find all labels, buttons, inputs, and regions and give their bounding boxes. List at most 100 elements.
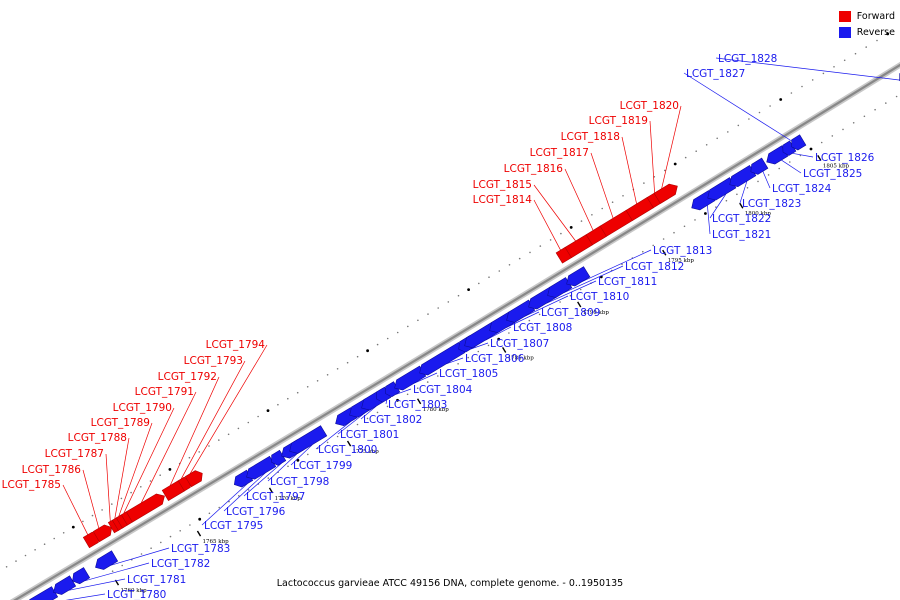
ring-dot: [376, 343, 379, 346]
ring-dot: [467, 356, 470, 359]
ring-dot: [227, 433, 230, 436]
leader-line: [243, 462, 283, 497]
genome-backbone: [9, 61, 900, 600]
ring-dot: [642, 250, 644, 253]
ring-dot: [366, 417, 369, 420]
ring-dot: [876, 39, 878, 42]
ring-dot: [560, 232, 562, 235]
gene-label-LCGT_1820: LCGT_1820: [620, 100, 679, 112]
gene-label-LCGT_1816: LCGT_1816: [504, 163, 564, 175]
kbp-tick: [817, 155, 822, 161]
leader-line: [781, 159, 802, 174]
gene-label-LCGT_1789: LCGT_1789: [91, 417, 150, 429]
LCGT_1803-gene: [376, 386, 392, 403]
leader-line: [506, 311, 540, 328]
LCGT_1827-gene: [791, 134, 807, 151]
ring-dot: [477, 350, 480, 353]
LCGT_1825-gene: [766, 145, 789, 165]
kbp-tick-label: 1785 kbp: [508, 356, 535, 362]
leader-line: [68, 578, 126, 591]
LCGT_1791-gene: [125, 493, 165, 523]
leader-line: [533, 184, 576, 242]
gene-label-LCGT_1828: LCGT_1828: [718, 53, 777, 65]
ring-dot: [356, 423, 359, 426]
leader-line: [385, 399, 388, 405]
ring-dot: [447, 301, 450, 303]
gene-label-LCGT_1827: LCGT_1827: [686, 68, 745, 80]
kbp-tick: [739, 202, 744, 209]
kbp-tick-label: 1765 kbp: [203, 539, 230, 545]
leader-line: [337, 412, 366, 435]
gene-label-LCGT_1781: LCGT_1781: [127, 574, 186, 586]
leader-line: [290, 444, 313, 466]
ring-dot: [801, 85, 803, 88]
ring-dot: [673, 162, 677, 166]
leader-line: [395, 388, 412, 395]
gene-label-LCGT_1819: LCGT_1819: [589, 115, 648, 127]
ring-dot: [662, 238, 665, 240]
ring-dot: [169, 535, 172, 538]
legend-item-reverse: Reverse: [838, 24, 895, 40]
leader-line: [762, 171, 771, 189]
ring-dot: [487, 344, 490, 347]
leader-line: [118, 422, 153, 517]
ring-dot: [467, 288, 470, 291]
ring-dot: [159, 474, 161, 477]
ring-dot: [779, 98, 783, 101]
leader-line: [715, 57, 900, 81]
ring-dot: [831, 135, 834, 137]
ring-dot: [549, 239, 552, 241]
ring-dot: [895, 95, 898, 98]
leader-line: [792, 152, 814, 158]
kbp-tick-label: 1795 kbp: [668, 258, 695, 264]
ring-dot: [34, 549, 36, 551]
ring-dot: [71, 525, 75, 529]
ring-dot: [247, 421, 250, 424]
gene-label-LCGT_1794: LCGT_1794: [206, 339, 266, 351]
ring-dot: [266, 409, 270, 412]
leader-line: [180, 360, 246, 480]
leader-line: [707, 205, 711, 235]
gene-label-LCGT_1791: LCGT_1791: [135, 386, 194, 398]
leader-line: [649, 120, 655, 194]
ring-dot: [130, 491, 132, 494]
ring-dot: [208, 512, 211, 515]
gene-label-LCGT_1804: LCGT_1804: [413, 384, 473, 396]
gene-label-LCGT_1797: LCGT_1797: [246, 491, 305, 503]
gene-label-LCGT_1802: LCGT_1802: [363, 414, 422, 426]
LCGT_1822-gene: [707, 177, 737, 201]
ring-dot: [769, 105, 771, 107]
gene-label-LCGT_1800: LCGT_1800: [318, 444, 377, 456]
ring-dot: [727, 131, 729, 133]
ring-dot: [508, 332, 510, 334]
ring-dot: [488, 276, 490, 279]
ring-dot: [549, 307, 551, 310]
ring-dot: [820, 141, 823, 144]
legend: Forward Reverse: [838, 8, 895, 40]
gene-label-LCGT_1783: LCGT_1783: [171, 543, 230, 555]
gene-label-LCGT_1795: LCGT_1795: [204, 520, 263, 532]
gene-label-LCGT_1796: LCGT_1796: [226, 506, 286, 518]
ring-dot: [695, 150, 697, 152]
LCGT_1794-gene: [184, 470, 203, 488]
ring-dot: [326, 441, 329, 444]
ring-dot: [811, 79, 814, 81]
ring-dot: [396, 331, 399, 334]
kbp-tick: [346, 440, 352, 447]
ring-dot: [396, 398, 399, 402]
ring-dot: [149, 480, 152, 482]
gene-label-LCGT_1826: LCGT_1826: [815, 152, 875, 164]
gene-label-LCGT_1813: LCGT_1813: [653, 245, 712, 257]
kbp-tick: [268, 487, 274, 494]
ring-dot: [326, 374, 329, 376]
reverse-swatch: [838, 26, 851, 38]
LCGT_1804-gene: [385, 381, 401, 398]
kbp-tick: [577, 301, 582, 308]
ring-dot: [746, 187, 749, 189]
gene-label-LCGT_1824: LCGT_1824: [772, 183, 832, 195]
leader-line: [62, 484, 89, 535]
ring-dot: [886, 32, 890, 36]
ring-dot: [789, 161, 791, 163]
LCGT_1797-gene: [271, 449, 287, 466]
